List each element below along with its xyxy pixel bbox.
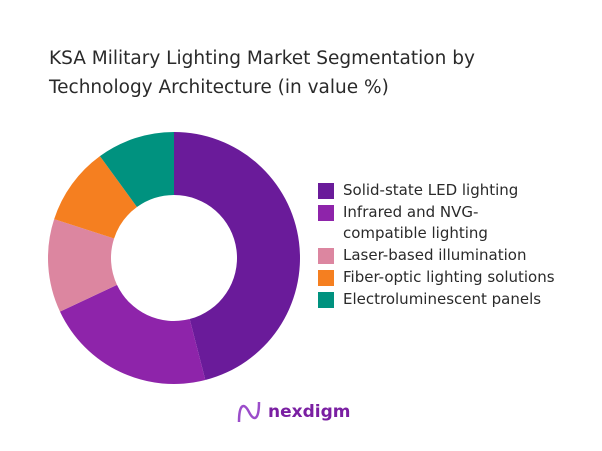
donut-slice-1: [59, 284, 206, 385]
legend-swatch: [318, 183, 334, 199]
chart-title: KSA Military Lighting Market Segmentatio…: [49, 48, 475, 98]
legend-label: Electroluminescent panels: [343, 290, 542, 308]
legend-label: Infrared and NVG-compatible lighting: [343, 203, 488, 242]
logo-text: nexdigm: [268, 402, 351, 422]
legend-item: Solid-state LED lighting: [318, 180, 593, 201]
legend-item: Electroluminescent panels: [318, 289, 593, 310]
nexdigm-logo: nexdigm: [236, 400, 350, 424]
donut-slice-4: [99, 132, 174, 208]
legend: Solid-state LED lighting Infrared and NVG…: [318, 180, 593, 311]
nexdigm-logo-icon: [237, 401, 261, 423]
donut-slice-0: [174, 132, 301, 381]
legend-swatch: [318, 248, 334, 264]
legend-label: Solid-state LED lighting: [343, 181, 519, 199]
legend-label: Laser-based illumination: [343, 246, 527, 264]
legend-swatch: [318, 270, 334, 286]
legend-item: Laser-based illumination: [318, 245, 593, 266]
legend-item: Infrared and NVG-compatible lighting: [318, 202, 593, 244]
legend-swatch: [318, 292, 334, 308]
legend-swatch: [318, 205, 334, 221]
legend-label: Fiber-optic lighting solutions: [343, 268, 555, 286]
donut-slice-2: [47, 219, 117, 312]
donut-slice-3: [54, 156, 137, 239]
legend-item: Fiber-optic lighting solutions: [318, 267, 593, 288]
